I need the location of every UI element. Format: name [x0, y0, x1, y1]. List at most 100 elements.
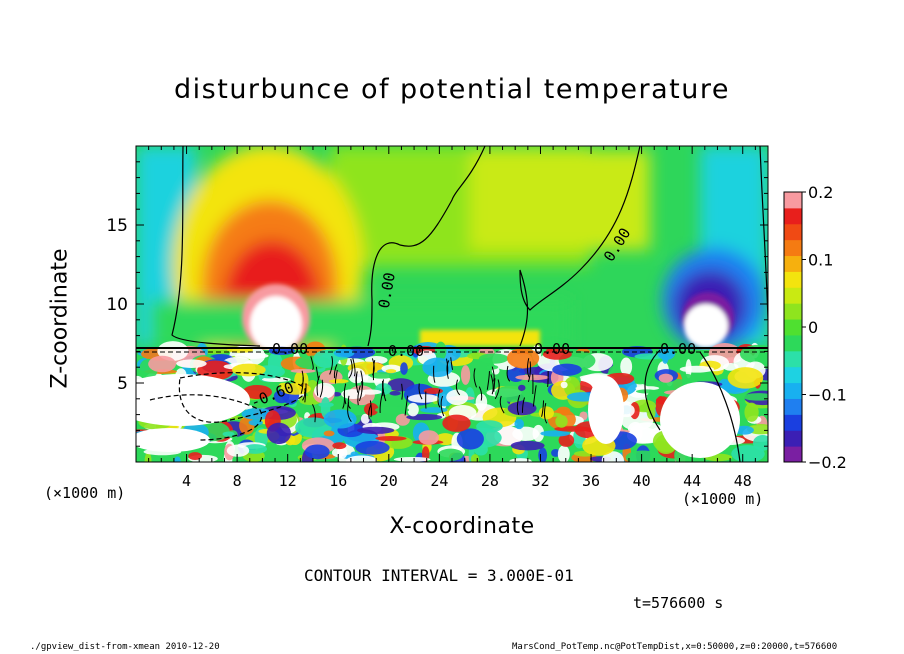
field-white-patch	[136, 428, 210, 452]
footer-right: MarsCond_PotTemp.nc@PotTempDist,x=0:5000…	[512, 642, 838, 652]
field-contour	[342, 392, 346, 409]
y-tick-label: 10	[106, 295, 128, 315]
field-contour	[493, 378, 496, 392]
field-contour	[437, 389, 441, 408]
field-cell	[407, 402, 419, 417]
time-label: t=576600 s	[633, 594, 724, 612]
field-contour	[446, 360, 450, 379]
field-contour	[333, 364, 338, 379]
field-cell	[337, 446, 348, 459]
field-cell	[332, 442, 347, 450]
field-cell	[662, 354, 669, 364]
field-contour	[348, 358, 353, 379]
x-tick-label: 44	[683, 472, 701, 490]
contour-label: 0.00	[388, 342, 424, 360]
field-cell	[658, 373, 674, 383]
field-contour	[440, 395, 445, 417]
colorbar-swatch	[784, 398, 802, 415]
field-contour	[527, 361, 531, 383]
field-cell	[555, 415, 568, 428]
field-cell	[620, 357, 633, 376]
field-cell	[422, 357, 454, 378]
field-cell	[248, 419, 263, 426]
colorbar-swatch	[784, 350, 802, 368]
y-tick-label: 15	[106, 216, 128, 236]
field-cell	[460, 365, 471, 385]
field-cell	[438, 448, 464, 461]
field-contour	[543, 402, 548, 424]
field-cell	[323, 409, 357, 429]
field-cell	[290, 368, 316, 373]
x-tick-label: 24	[430, 472, 448, 490]
x-unit-label-right: (×1000 m)	[682, 490, 764, 508]
field-cell	[369, 372, 395, 379]
field-cell	[446, 389, 469, 406]
field-cell	[752, 435, 768, 451]
field-contour	[521, 397, 525, 413]
field-cell	[323, 430, 335, 437]
field-contour	[310, 356, 314, 371]
field-cell	[538, 447, 548, 462]
y-axis-label: Z-coordinate	[47, 248, 73, 389]
field-cell	[625, 450, 660, 462]
x-tick-label: 36	[582, 472, 600, 490]
x-tick-label: 48	[734, 472, 752, 490]
field-cell	[418, 430, 439, 445]
field-contour	[368, 403, 372, 420]
field-cell	[518, 384, 526, 391]
field-cell	[360, 413, 370, 424]
colorbar-swatch	[784, 430, 802, 447]
contour-label: 0.00	[272, 340, 308, 358]
colorbar-swatch	[784, 223, 802, 241]
field-cell	[357, 426, 395, 434]
field-cell	[514, 418, 524, 430]
field-cell	[375, 436, 407, 441]
x-tick-label: 40	[633, 472, 651, 490]
field-cell	[400, 362, 408, 375]
contour-label: 0.00	[534, 340, 570, 358]
field-cell	[538, 406, 554, 420]
field-cell	[423, 387, 443, 395]
field-contour	[506, 365, 511, 382]
field-cell	[197, 360, 234, 381]
field-cell	[266, 422, 291, 445]
field-contour	[347, 401, 352, 422]
field-cell	[280, 382, 311, 395]
colorbar-swatch	[784, 414, 802, 431]
field-contour	[401, 383, 403, 400]
field-contour	[379, 391, 384, 413]
field-cell	[739, 344, 768, 364]
field-cell	[742, 393, 768, 401]
field-cell	[515, 374, 549, 381]
field-cell	[442, 414, 471, 432]
chart-title: disturbunce of potential temperature	[174, 74, 730, 105]
field-cell	[727, 367, 764, 389]
x-tick-label: 20	[380, 472, 398, 490]
colorbar-swatch	[784, 271, 802, 288]
field-contour	[450, 357, 454, 371]
heatmap-field: 0.00 0.00 0.00 0.00 0.00 0.00 -0.60	[136, 146, 768, 462]
field-cell	[540, 430, 570, 437]
field-cell	[420, 407, 448, 413]
field-cell	[475, 393, 488, 411]
colorbar-swatch	[784, 207, 802, 225]
field-contour	[446, 358, 449, 374]
field-cell	[476, 420, 503, 433]
colorbar-tick-label: −0.2	[808, 453, 847, 472]
x-tick-label: 12	[279, 472, 297, 490]
field-cell	[389, 391, 401, 396]
field-contour	[334, 369, 338, 384]
field-cell	[333, 348, 355, 358]
field-cell	[346, 455, 378, 462]
colorbar-tick-label: 0.1	[808, 251, 833, 270]
field-cell	[385, 369, 397, 374]
field-cell	[744, 402, 759, 422]
field-contour	[404, 395, 409, 416]
field-cell	[176, 359, 207, 368]
field-cell	[560, 381, 568, 389]
field-cell	[644, 359, 660, 366]
y-axis: 5 10 15	[106, 161, 768, 447]
field-cell	[355, 440, 390, 455]
field-contour	[418, 383, 423, 400]
field-contour	[473, 368, 477, 388]
